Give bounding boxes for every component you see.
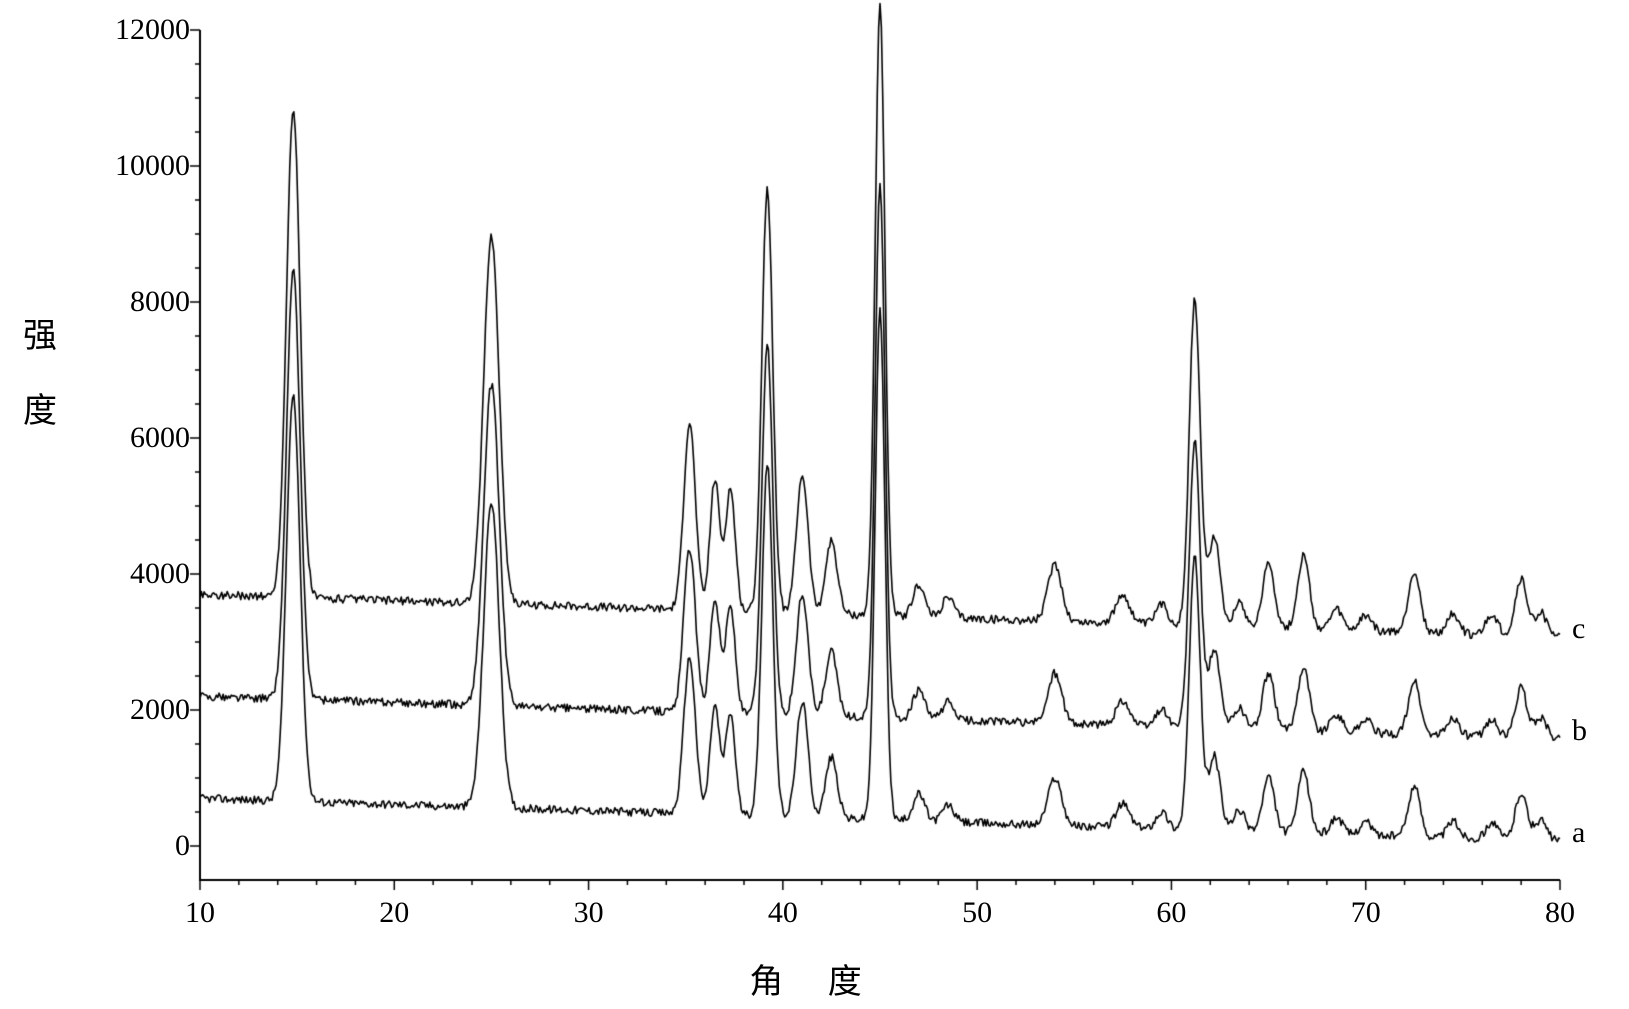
series-label-c: c — [1572, 612, 1585, 646]
y-tick-label: 6000 — [100, 421, 190, 455]
y-tick-label: 2000 — [100, 693, 190, 727]
ylabel-char-1: 强 — [20, 300, 60, 375]
chart-canvas — [0, 0, 1629, 1009]
series-label-a: a — [1572, 816, 1585, 850]
ylabel-char-2: 度 — [20, 375, 60, 450]
y-tick-label: 10000 — [100, 149, 190, 183]
x-tick-label: 60 — [1156, 896, 1186, 930]
x-tick-label: 20 — [379, 896, 409, 930]
x-tick-label: 40 — [768, 896, 798, 930]
x-tick-label: 50 — [962, 896, 992, 930]
xrd-chart: 强 度 角 度 10 20 30 40 50 60 70 80 0 2000 4000 6000 800… — [0, 0, 1629, 1009]
x-tick-label: 30 — [574, 896, 604, 930]
x-axis-label: 角 度 — [0, 954, 1629, 1003]
y-tick-label: 4000 — [100, 557, 190, 591]
y-tick-label: 8000 — [100, 285, 190, 319]
x-tick-label: 70 — [1351, 896, 1381, 930]
y-tick-label: 0 — [100, 829, 190, 863]
series-label-b: b — [1572, 714, 1587, 748]
y-axis-label: 强 度 — [20, 300, 60, 450]
x-tick-label: 80 — [1545, 896, 1575, 930]
y-tick-label: 12000 — [100, 13, 190, 47]
x-tick-label: 10 — [185, 896, 215, 930]
